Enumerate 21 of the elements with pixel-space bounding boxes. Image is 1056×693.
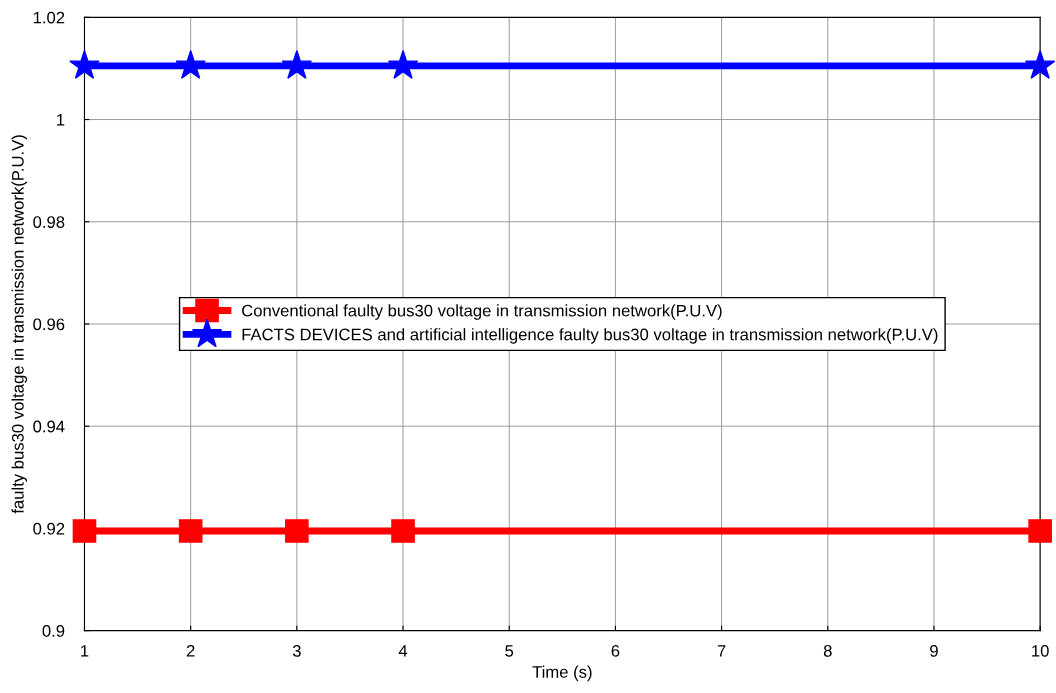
x-tick-label: 4 <box>398 645 408 657</box>
legend-label: Conventional faulty bus30 voltage in transmission network(P.U.V) <box>242 304 722 320</box>
x-tick-label: 5 <box>505 645 514 657</box>
y-axis-title: faulty bus30 voltage in transmission network(P.U.V) <box>11 135 28 514</box>
y-tick-label: 0.9 <box>42 625 65 637</box>
x-tick-label: 8 <box>823 644 832 657</box>
x-tick-label: 10 <box>1032 644 1049 657</box>
x-tick-label: 1 <box>81 645 89 657</box>
x-tick-label: 9 <box>930 644 938 657</box>
x-tick-label: 3 <box>292 644 301 657</box>
y-tick-label: 0.92 <box>33 522 65 535</box>
y-tick-label: 0.98 <box>33 216 65 228</box>
x-tick-label: 6 <box>611 644 620 657</box>
y-tick-label: 1 <box>57 114 65 126</box>
x-axis-title: Time (s) <box>532 665 592 682</box>
x-tick-label: 2 <box>186 644 195 657</box>
y-tick-label: 0.96 <box>33 318 65 331</box>
legend-label: FACTS DEVICES and artificial intelligence faulty bus30 voltage in transmission network(P.U.V) <box>242 328 938 344</box>
y-tick-label: 0.94 <box>33 420 65 433</box>
x-tick-label: 7 <box>717 645 726 657</box>
y-tick-label: 1.02 <box>33 11 65 24</box>
